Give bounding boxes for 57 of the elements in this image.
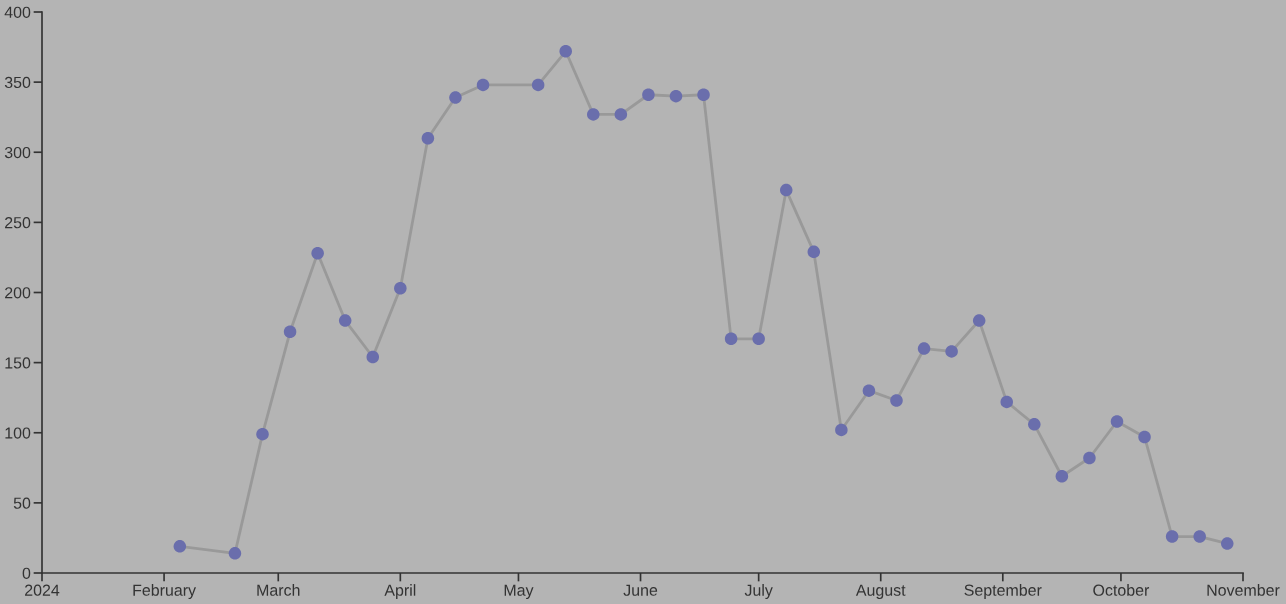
x-tick-label: May bbox=[504, 584, 534, 599]
x-tick-label: June bbox=[623, 584, 658, 596]
x-tick-label: October bbox=[1093, 584, 1150, 596]
y-tick-label: 300 bbox=[4, 146, 31, 159]
x-tick-label: February bbox=[133, 584, 196, 599]
point bbox=[338, 314, 352, 327]
point bbox=[1028, 418, 1041, 431]
x-tick-label: March bbox=[257, 584, 300, 596]
point bbox=[1193, 530, 1206, 543]
point bbox=[1221, 537, 1234, 550]
x-tick-label: November bbox=[1207, 584, 1280, 596]
point bbox=[1083, 451, 1096, 465]
x-tick-label: April bbox=[384, 584, 416, 599]
point bbox=[1000, 395, 1013, 409]
point bbox=[449, 91, 462, 104]
point bbox=[283, 325, 297, 339]
point bbox=[311, 246, 324, 260]
point bbox=[1138, 430, 1151, 444]
point bbox=[531, 78, 545, 92]
y-tick-label: 400 bbox=[4, 6, 31, 18]
point bbox=[366, 350, 380, 364]
y-tick-label: 200 bbox=[5, 287, 31, 299]
point bbox=[394, 282, 407, 295]
y-tick-label: 250 bbox=[5, 217, 31, 229]
point bbox=[724, 332, 738, 346]
point bbox=[587, 108, 600, 121]
point bbox=[890, 394, 903, 407]
point bbox=[1055, 469, 1069, 483]
point bbox=[614, 108, 628, 121]
point bbox=[779, 183, 793, 197]
y-tick-label: 0 bbox=[22, 567, 31, 579]
x-tick-label: July bbox=[744, 584, 773, 599]
point bbox=[669, 89, 683, 103]
point bbox=[173, 540, 187, 553]
point bbox=[835, 423, 848, 437]
y-tick-label: 350 bbox=[4, 76, 31, 89]
point bbox=[559, 45, 572, 58]
point bbox=[945, 345, 958, 358]
point bbox=[807, 245, 821, 259]
point bbox=[642, 88, 655, 101]
y-tick-label: 100 bbox=[5, 427, 31, 439]
point bbox=[1110, 415, 1124, 428]
point bbox=[421, 131, 435, 145]
point bbox=[917, 342, 931, 355]
point bbox=[752, 332, 765, 346]
point bbox=[862, 384, 876, 397]
x-tick-label: 2024 bbox=[25, 584, 60, 596]
point bbox=[228, 547, 242, 560]
point bbox=[476, 78, 490, 92]
point bbox=[697, 88, 710, 101]
point bbox=[256, 427, 269, 441]
y-tick-label: 150 bbox=[5, 357, 31, 369]
point bbox=[1165, 530, 1179, 543]
x-tick-label: September bbox=[964, 584, 1042, 599]
x-tick-label: August bbox=[855, 584, 906, 599]
point bbox=[972, 314, 986, 327]
y-tick-label: 50 bbox=[13, 497, 31, 509]
